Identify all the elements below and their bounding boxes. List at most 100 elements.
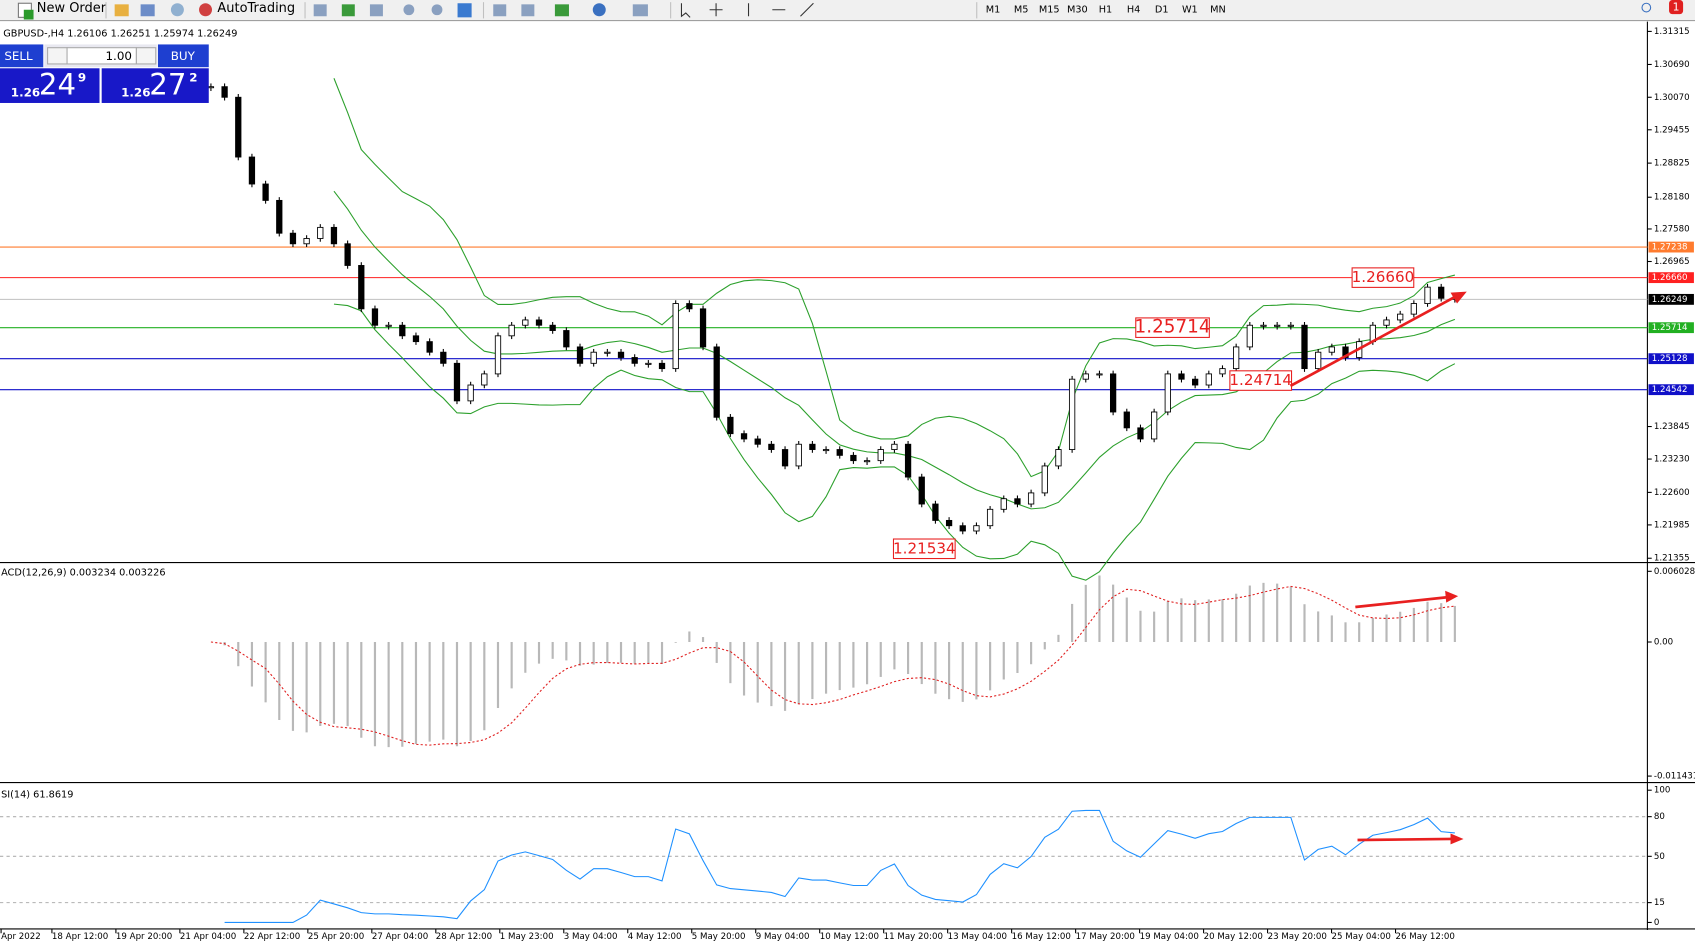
candle bbox=[276, 199, 283, 234]
candle bbox=[617, 351, 625, 358]
time-label: 4 May 12:00 bbox=[628, 932, 682, 942]
volume-input[interactable] bbox=[66, 47, 137, 65]
candle bbox=[945, 519, 953, 527]
candle bbox=[207, 86, 215, 89]
candle bbox=[453, 362, 461, 402]
candle bbox=[467, 384, 474, 402]
candle bbox=[1027, 492, 1035, 505]
tool-icon[interactable] bbox=[114, 4, 129, 17]
candle bbox=[1055, 449, 1062, 467]
tool-icon[interactable] bbox=[493, 4, 507, 17]
annotation-box bbox=[892, 538, 956, 560]
timeframe-button[interactable]: H4 bbox=[1127, 5, 1141, 16]
time-label: Apr 2022 bbox=[1, 932, 41, 942]
tool-icon[interactable] bbox=[140, 4, 155, 17]
tool-icon[interactable] bbox=[457, 3, 472, 18]
time-label: 18 Apr 12:00 bbox=[52, 932, 108, 942]
sell-label[interactable]: SELL bbox=[4, 49, 33, 63]
timeframe-button[interactable]: D1 bbox=[1155, 5, 1169, 16]
annotation-label: 1.25714 bbox=[1135, 317, 1211, 338]
level-price-box bbox=[1648, 272, 1694, 284]
price-tick-label: 1.30690 bbox=[1654, 60, 1690, 70]
macd-label: ACD(12,26,9) 0.003234 0.003226 bbox=[1, 567, 165, 578]
timeframe-button[interactable]: H1 bbox=[1099, 5, 1113, 16]
candle bbox=[412, 335, 420, 343]
time-label: 25 Apr 20:00 bbox=[308, 932, 364, 942]
tool-icon[interactable] bbox=[592, 3, 606, 17]
candle bbox=[1150, 411, 1158, 440]
candle bbox=[686, 303, 693, 310]
tool-icon[interactable] bbox=[632, 4, 648, 17]
plot-layer: 1.272381.266601.257141.251281.245421.262… bbox=[0, 27, 1695, 942]
time-label: 25 May 04:00 bbox=[1332, 932, 1391, 942]
buy-label[interactable]: BUY bbox=[171, 49, 196, 63]
candle bbox=[727, 416, 734, 435]
volume-up[interactable] bbox=[135, 47, 157, 65]
candle bbox=[863, 460, 871, 463]
tool-icon[interactable] bbox=[369, 4, 383, 17]
time-label: 3 May 04:00 bbox=[564, 932, 618, 942]
candle bbox=[645, 362, 652, 365]
candle bbox=[1109, 373, 1117, 413]
candle bbox=[973, 525, 980, 532]
ask-point: 2 bbox=[189, 71, 197, 85]
timeframe-button[interactable]: W1 bbox=[1182, 5, 1198, 16]
candle bbox=[563, 330, 570, 348]
ask-box[interactable] bbox=[101, 68, 209, 103]
trade-panel: SELL 1.00 BUY 1.26 24 9 1.26 27 2 bbox=[0, 44, 209, 103]
level-price-label: 1.25128 bbox=[1652, 354, 1688, 364]
price-tick-label: 1.30070 bbox=[1654, 93, 1690, 103]
tool-icon[interactable] bbox=[554, 4, 569, 17]
buy-button[interactable] bbox=[157, 44, 209, 68]
search-icon[interactable] bbox=[1641, 2, 1652, 13]
level-price-box bbox=[1648, 384, 1694, 396]
tool-icon[interactable] bbox=[313, 4, 327, 17]
rsi-tick-label: 15 bbox=[1654, 898, 1665, 908]
price-annotation: 1.25714 bbox=[1135, 317, 1211, 338]
time-label: 10 May 12:00 bbox=[820, 932, 879, 942]
timeframe-button[interactable]: M15 bbox=[1039, 5, 1060, 16]
notification-badge[interactable] bbox=[1669, 0, 1684, 15]
rsi-tick-label: 100 bbox=[1654, 786, 1671, 796]
candle bbox=[1014, 498, 1021, 505]
timeframe-button[interactable]: M1 bbox=[986, 5, 1001, 16]
candle bbox=[1082, 373, 1089, 380]
tool-icon[interactable] bbox=[431, 4, 443, 16]
timeframe-button[interactable]: M30 bbox=[1067, 5, 1088, 16]
tool-icon[interactable] bbox=[403, 4, 415, 16]
candle bbox=[1246, 324, 1253, 348]
candle bbox=[535, 319, 543, 326]
candle bbox=[590, 351, 597, 364]
tool-icon[interactable] bbox=[521, 4, 535, 17]
crosshair-icon[interactable] bbox=[709, 3, 723, 17]
autotrading-icon[interactable] bbox=[199, 3, 213, 17]
ask-pips: 27 bbox=[149, 68, 186, 102]
annotation-box bbox=[1351, 267, 1415, 288]
tool-icon[interactable] bbox=[341, 4, 355, 17]
toolbar-separators bbox=[105, 2, 978, 19]
line-tools[interactable] bbox=[747, 2, 814, 17]
candle bbox=[1410, 303, 1417, 315]
level-price-box bbox=[1648, 353, 1694, 365]
annotation-label: 1.26660 bbox=[1352, 268, 1415, 286]
level-price-box bbox=[1648, 322, 1694, 334]
candle bbox=[317, 226, 324, 239]
time-label: 9 May 04:00 bbox=[756, 932, 810, 942]
new-order-button[interactable]: New Order bbox=[37, 1, 107, 16]
volume-down[interactable] bbox=[47, 47, 68, 65]
timeframe-button[interactable]: MN bbox=[1210, 5, 1226, 16]
bid-box[interactable] bbox=[0, 68, 100, 103]
candle bbox=[262, 183, 269, 201]
price-tick-label: 1.23230 bbox=[1654, 455, 1690, 465]
rsi-tick-label: 80 bbox=[1654, 812, 1665, 822]
autotrading-button[interactable]: AutoTrading bbox=[217, 1, 295, 16]
tool-icon[interactable] bbox=[170, 3, 184, 17]
sell-button[interactable] bbox=[0, 44, 44, 68]
rsi-tick-label: 0 bbox=[1654, 918, 1660, 928]
candle bbox=[836, 449, 843, 456]
timeframe-button[interactable]: M5 bbox=[1014, 5, 1029, 16]
cursor-icon[interactable] bbox=[680, 3, 691, 18]
volume-value[interactable]: 1.00 bbox=[105, 49, 131, 63]
